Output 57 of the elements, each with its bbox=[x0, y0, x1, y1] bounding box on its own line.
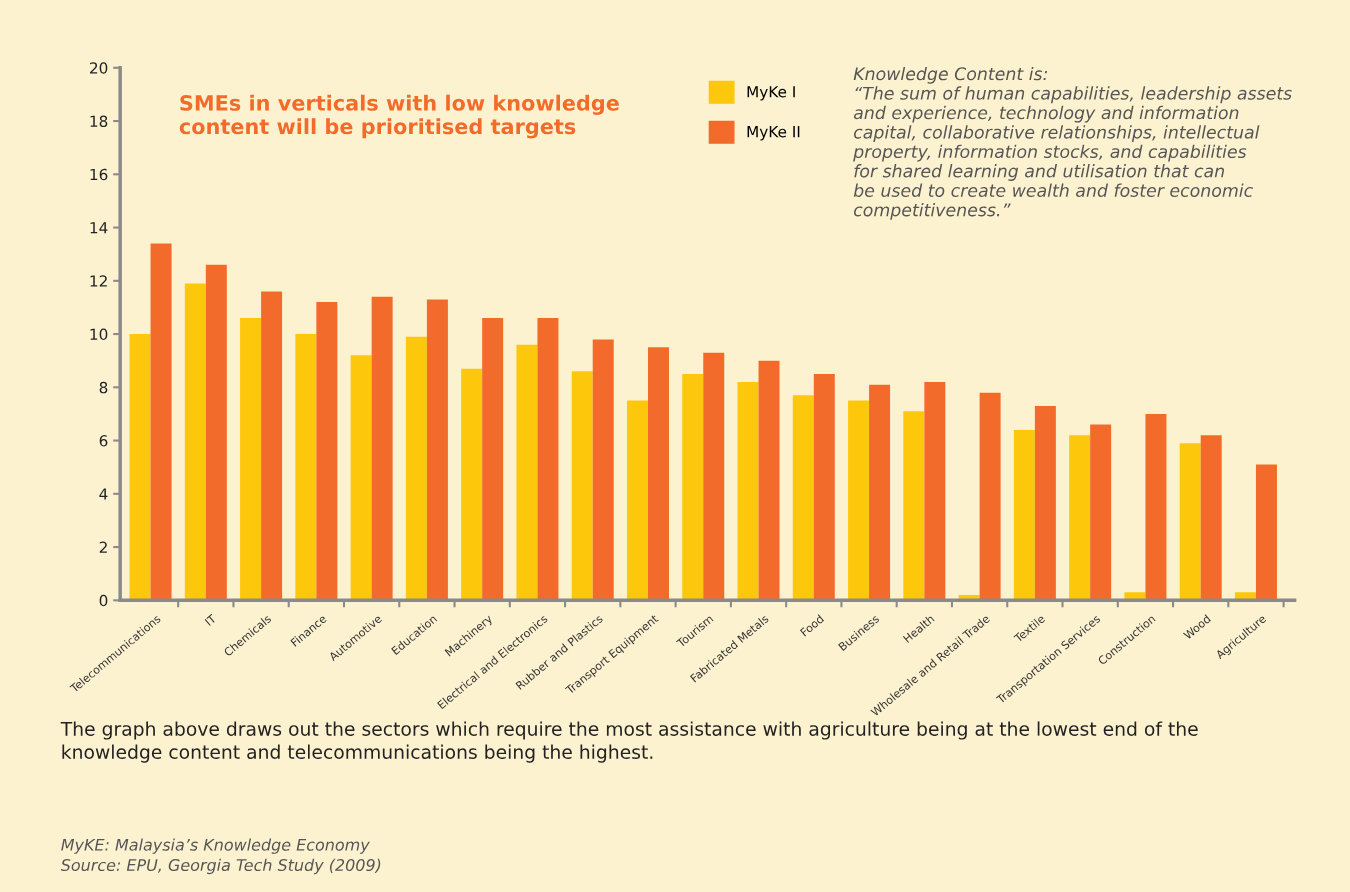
bar bbox=[979, 392, 1001, 601]
bar bbox=[647, 347, 669, 601]
bar bbox=[682, 373, 704, 601]
bar bbox=[592, 339, 614, 601]
y-tick-label: 4 bbox=[99, 488, 108, 500]
bar bbox=[350, 355, 372, 601]
bar bbox=[261, 291, 283, 601]
text: The graph above draws out the sectors which require the most assistance with agriculture being at the lowest end of the knowledge content and telecommunications being the highest. bbox=[60, 721, 1198, 763]
bar bbox=[737, 381, 759, 601]
bar bbox=[516, 344, 538, 601]
y-tick-label: 2 bbox=[99, 541, 107, 553]
bar bbox=[1255, 464, 1277, 601]
legend-label: MyKe II bbox=[747, 126, 800, 141]
bar bbox=[903, 411, 925, 601]
bar bbox=[240, 318, 262, 601]
y-tick-label: 16 bbox=[90, 168, 108, 181]
text: SMEs in verticals with low knowledge content will be prioritised targets bbox=[179, 94, 619, 139]
bar bbox=[703, 352, 725, 601]
bar bbox=[371, 296, 393, 601]
annotation: Knowledge Content is: “The sum of human capabilities, leadership assets and experience, technology and information capital, collaborative relationships, intellectual property, information stocks, and capabilities for shared learning and utilisation that can be used to create wealth and foster economic competitiveness.” bbox=[853, 66, 1292, 220]
bar bbox=[205, 264, 227, 601]
bar bbox=[1034, 405, 1056, 601]
bar bbox=[1200, 435, 1222, 601]
y-tick-label: 12 bbox=[90, 275, 107, 287]
bar bbox=[571, 371, 593, 601]
bar bbox=[924, 381, 946, 601]
bar bbox=[295, 334, 317, 601]
bar bbox=[129, 334, 151, 601]
text: MyKE: Malaysia’s Knowledge Economy Source: EPU, Georgia Tech Study (2009) bbox=[60, 838, 381, 875]
bar bbox=[1013, 429, 1035, 601]
x-tick-label: IT bbox=[204, 613, 217, 626]
bar bbox=[1145, 413, 1167, 601]
y-tick-label: 20 bbox=[90, 62, 108, 74]
bar bbox=[482, 318, 504, 601]
y-tick-label: 10 bbox=[90, 328, 108, 341]
y-tick-label: 6 bbox=[99, 435, 108, 447]
bar bbox=[1069, 435, 1091, 601]
bar bbox=[405, 336, 427, 601]
bar bbox=[316, 302, 338, 601]
bar bbox=[184, 283, 206, 601]
bar bbox=[1179, 443, 1201, 601]
bar bbox=[461, 368, 483, 601]
bar bbox=[758, 360, 780, 601]
bar bbox=[1090, 424, 1112, 601]
y-tick-label: 18 bbox=[90, 115, 108, 128]
bar bbox=[537, 318, 559, 601]
bar bbox=[848, 400, 870, 601]
legend-label: MyKe I bbox=[747, 86, 795, 101]
y-tick-label: 0 bbox=[99, 594, 108, 607]
bar bbox=[626, 400, 648, 601]
bar bbox=[150, 243, 172, 601]
bar bbox=[792, 395, 814, 601]
y-tick-label: 8 bbox=[99, 381, 108, 394]
y-tick-label: 14 bbox=[90, 222, 108, 234]
bar bbox=[426, 299, 448, 601]
bar bbox=[869, 384, 891, 601]
bar bbox=[813, 373, 835, 601]
